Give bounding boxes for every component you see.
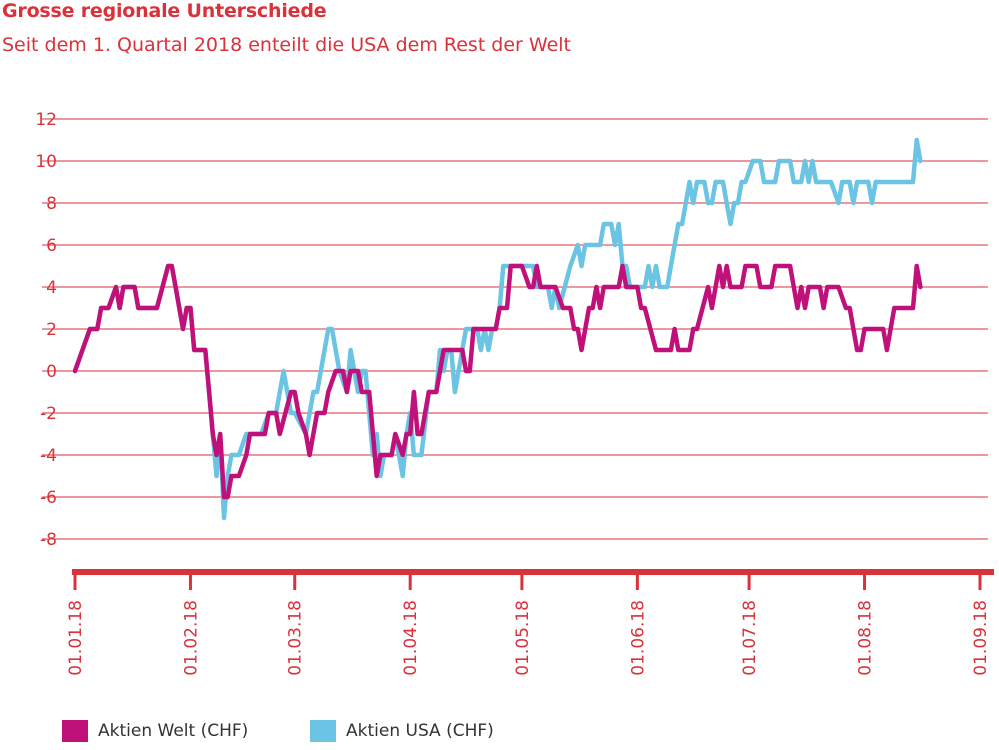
series-line-aktien-welt [72,263,923,500]
y-tick-label: 12 [35,110,57,130]
y-tick-label: -4 [40,446,57,466]
x-tick-label: 01.02.18 [181,600,201,676]
x-tick-label: 01.06.18 [628,600,648,676]
y-tick-label: -8 [40,530,57,550]
y-tick-label: 8 [46,194,57,214]
x-tick-label: 01.01.18 [66,600,86,676]
y-tick-label: 2 [46,320,57,340]
y-tick-label: 10 [35,152,57,172]
y-tick-label: 0 [46,362,57,382]
y-tick-label: 4 [46,278,57,298]
legend-item-welt: Aktien Welt (CHF) [62,720,248,742]
y-tick-label: -6 [40,488,57,508]
x-tick-label: 01.04.18 [401,600,421,676]
x-tick-label: 01.05.18 [513,600,533,676]
legend-swatch-usa [310,720,336,742]
y-tick-label: -2 [40,404,57,424]
legend-swatch-welt [62,720,88,742]
line-chart: -8 -6 -4 -2 0 2 4 6 8 10 12 01.01.18 01.02.18 01.03.1… [35,110,994,676]
chart-title: Grosse regionale Unterschiede [2,0,327,22]
x-tick-label: 01.09.18 [971,600,991,676]
legend-item-usa: Aktien USA (CHF) [310,720,494,742]
x-tick-label: 01.03.18 [286,600,306,676]
legend-label-usa: Aktien USA (CHF) [346,721,494,741]
x-tick-label: 01.08.18 [856,600,876,676]
y-tick-label: 6 [46,236,57,256]
chart-subtitle: Seit dem 1. Quartal 2018 enteilt die USA… [2,34,571,56]
x-tick-label: 01.07.18 [740,600,760,676]
legend-label-welt: Aktien Welt (CHF) [98,721,249,741]
